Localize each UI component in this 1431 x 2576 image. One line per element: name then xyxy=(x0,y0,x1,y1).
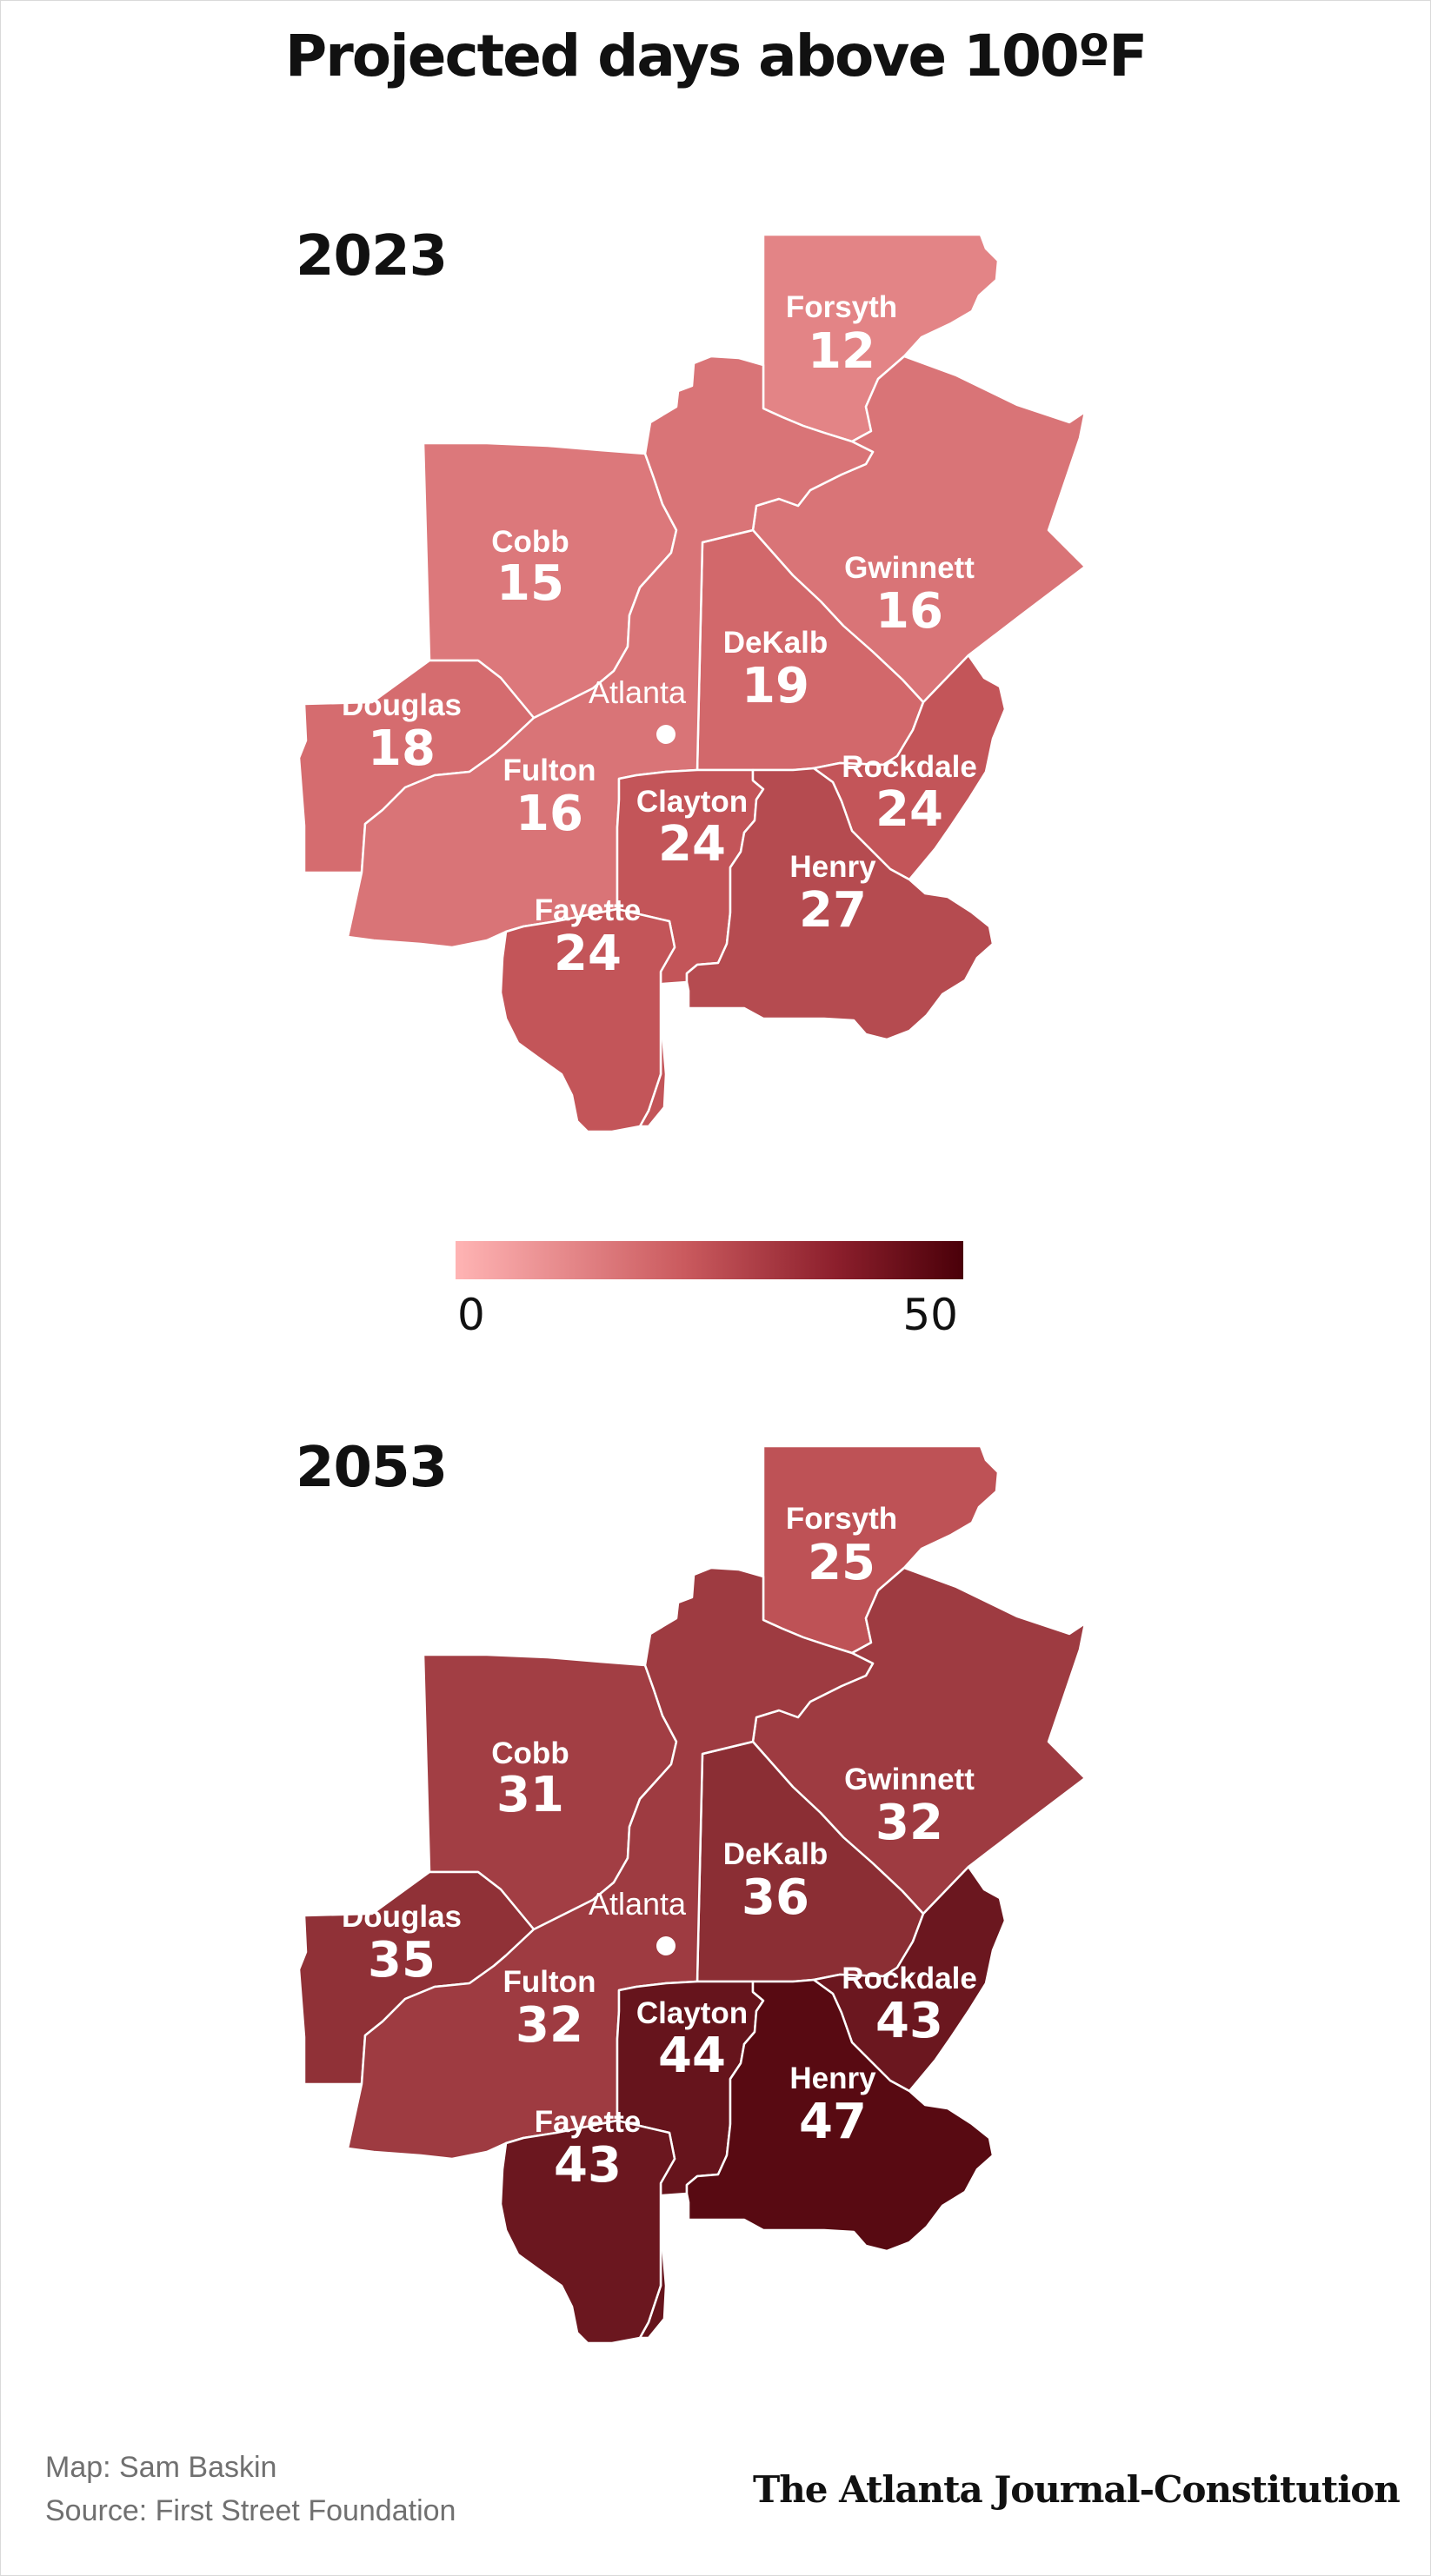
county-value-fayette: 43 xyxy=(554,2137,622,2194)
county-name-henry: Henry xyxy=(789,850,876,884)
county-fayette xyxy=(499,2119,676,2345)
county-value-forsyth: 12 xyxy=(808,323,875,380)
county-name-dekalb: DeKalb xyxy=(723,626,829,660)
county-name-forsyth: Forsyth xyxy=(786,1502,897,1536)
map-credit: Map: Sam Baskin xyxy=(45,2451,277,2484)
county-name-fayette: Fayette xyxy=(535,893,642,927)
atlanta-city-marker xyxy=(656,725,676,744)
county-name-fayette: Fayette xyxy=(535,2105,642,2139)
county-name-cobb: Cobb xyxy=(491,525,569,559)
county-fayette xyxy=(499,907,676,1133)
county-value-fulton: 16 xyxy=(516,786,583,842)
map-year-2053: 2053 xyxy=(296,1436,448,1500)
atlanta-city-marker xyxy=(656,1936,676,1955)
county-name-rockdale: Rockdale xyxy=(842,1962,977,1995)
county-value-fulton: 32 xyxy=(516,1997,583,2054)
atlanta-city-label: Atlanta xyxy=(589,1886,687,1922)
county-name-fulton: Fulton xyxy=(503,1965,596,1999)
county-name-forsyth: Forsyth xyxy=(786,290,897,324)
source-credit: Source: First Street Foundation xyxy=(45,2494,456,2527)
county-henry xyxy=(685,1978,995,2253)
county-value-dekalb: 19 xyxy=(742,658,809,714)
county-value-rockdale: 24 xyxy=(875,781,943,838)
county-name-douglas: Douglas xyxy=(342,1900,462,1934)
county-name-dekalb: DeKalb xyxy=(723,1837,829,1871)
county-value-gwinnett: 32 xyxy=(875,1795,943,1851)
county-name-douglas: Douglas xyxy=(342,688,462,722)
map-year-2023: 2023 xyxy=(296,224,448,289)
county-name-clayton: Clayton xyxy=(636,785,748,819)
county-name-rockdale: Rockdale xyxy=(842,750,977,784)
county-name-gwinnett: Gwinnett xyxy=(844,551,975,585)
county-value-henry: 27 xyxy=(799,882,867,939)
county-name-gwinnett: Gwinnett xyxy=(844,1763,975,1796)
county-value-cobb: 31 xyxy=(496,1767,564,1823)
county-value-dekalb: 36 xyxy=(742,1869,809,1926)
atlanta-city-label: Atlanta xyxy=(589,674,687,710)
county-henry xyxy=(685,767,995,1041)
county-name-henry: Henry xyxy=(789,2061,876,2095)
publisher-logo: The Atlanta Journal-Constitution xyxy=(753,2468,1401,2511)
legend-max-label: 50 xyxy=(902,1290,958,1340)
county-value-henry: 47 xyxy=(799,2094,867,2150)
county-value-gwinnett: 16 xyxy=(875,583,943,640)
legend-min-label: 0 xyxy=(457,1290,485,1340)
legend-gradient-bar xyxy=(456,1241,963,1279)
county-value-forsyth: 25 xyxy=(808,1535,875,1591)
county-value-clayton: 24 xyxy=(658,816,726,873)
county-value-fayette: 24 xyxy=(554,926,622,982)
county-value-douglas: 18 xyxy=(368,720,436,777)
county-name-clayton: Clayton xyxy=(636,1996,748,2030)
county-value-clayton: 44 xyxy=(658,2028,726,2084)
county-value-rockdale: 43 xyxy=(875,1993,943,2049)
county-value-cobb: 15 xyxy=(496,555,564,612)
page-title: Projected days above 100ºF xyxy=(284,23,1148,90)
county-value-douglas: 35 xyxy=(368,1932,436,1988)
county-name-cobb: Cobb xyxy=(491,1736,569,1770)
county-name-fulton: Fulton xyxy=(503,754,596,787)
color-legend: 0 50 xyxy=(456,1241,963,1340)
